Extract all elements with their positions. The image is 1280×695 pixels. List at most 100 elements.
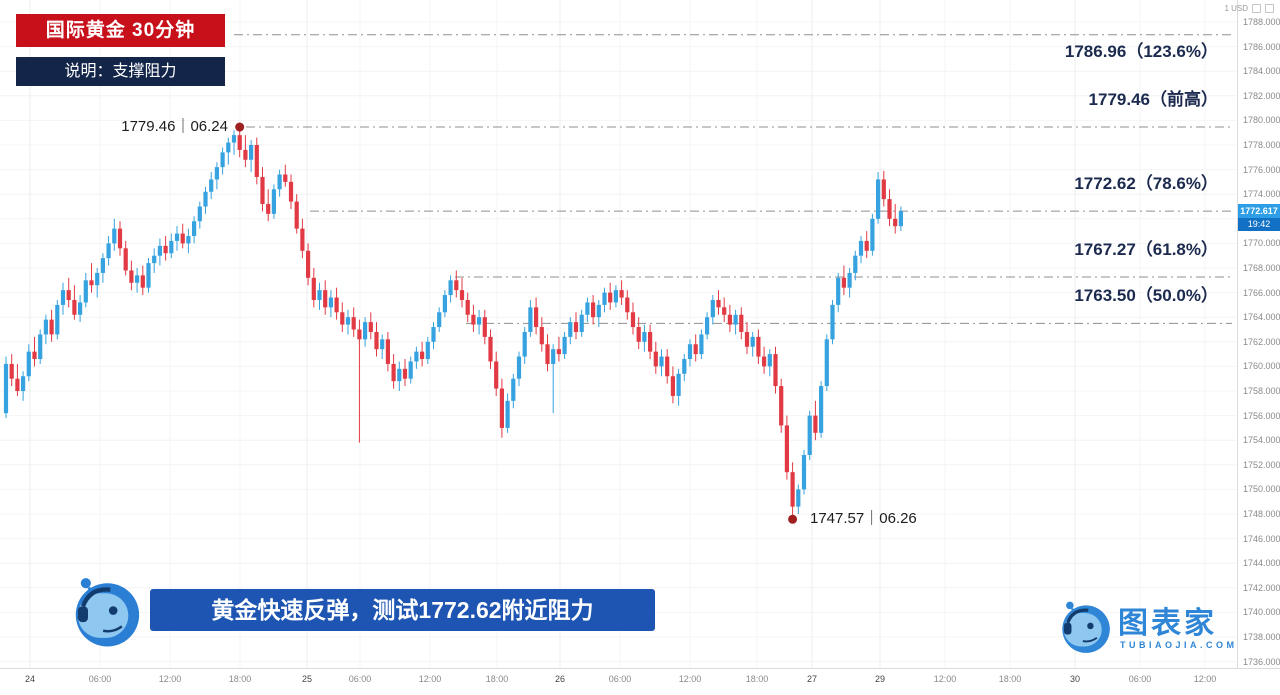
- time-axis-label: 18:00: [745, 674, 769, 684]
- price-axis-label: 1752.000: [1243, 459, 1280, 470]
- candle-body: [385, 339, 390, 364]
- candle-body: [380, 339, 385, 350]
- candle-body: [608, 292, 613, 303]
- candle-body: [197, 206, 202, 222]
- time-axis-label: 29: [874, 674, 886, 684]
- price-axis-label: 1768.000: [1243, 263, 1280, 273]
- time-axis-label: 12:00: [158, 674, 182, 684]
- candle-body: [431, 327, 436, 342]
- price-axis-label: 1760.000: [1243, 361, 1280, 372]
- candle-body: [591, 302, 596, 318]
- candle-body: [317, 290, 322, 300]
- candle-body: [511, 378, 516, 401]
- candle-body: [482, 317, 487, 337]
- candle-body: [32, 351, 37, 360]
- candle-body: [573, 322, 579, 332]
- candle-body: [277, 174, 282, 190]
- price-axis-label: 1782.000: [1243, 90, 1280, 101]
- candle-body: [117, 228, 123, 249]
- axis-unit-label: 1 USD: [1224, 4, 1248, 13]
- candle-body: [477, 317, 482, 325]
- brand-mascot-icon: [70, 576, 142, 648]
- candle-body: [687, 344, 693, 360]
- candle-body: [249, 145, 254, 160]
- candle-body: [266, 204, 271, 214]
- candle-body: [243, 149, 248, 160]
- level-label: 1786.96（123.6%）: [1064, 41, 1218, 61]
- time-axis-divider: [0, 668, 1280, 669]
- price-axis-label: 1758.000: [1243, 386, 1280, 396]
- candle-body: [613, 290, 618, 303]
- price-axis-label: 1740.000: [1243, 607, 1280, 618]
- candle-body: [528, 307, 533, 332]
- candle-body: [368, 322, 373, 332]
- candle-body: [659, 356, 664, 367]
- candle-body: [78, 302, 83, 315]
- time-axis-label: 12:00: [1193, 674, 1217, 684]
- candle-body: [722, 307, 727, 315]
- candle-body: [9, 363, 14, 379]
- candle-body: [351, 317, 356, 330]
- candle-body: [397, 368, 402, 382]
- candle-body: [562, 336, 567, 355]
- candle-body: [402, 368, 408, 379]
- candle-body: [819, 386, 824, 433]
- candle-body: [357, 329, 362, 340]
- candle-body: [841, 277, 846, 288]
- candle-body: [516, 356, 522, 379]
- candle-body: [556, 349, 561, 355]
- candle-body: [106, 243, 111, 259]
- candle-body: [756, 336, 761, 357]
- candle-body: [784, 425, 789, 473]
- candle-body: [602, 292, 607, 305]
- candle-body: [169, 240, 174, 254]
- candle-body: [830, 304, 835, 340]
- candle-body: [630, 312, 636, 328]
- candle-body: [881, 179, 886, 200]
- level-label: 1779.46（前高）: [1088, 90, 1218, 110]
- level-label: 1763.50（50.0%）: [1074, 286, 1218, 306]
- candle-body: [744, 331, 750, 347]
- candle-body: [300, 228, 305, 251]
- axis-unit-row: 1 USD: [1224, 4, 1274, 13]
- candle-body: [89, 280, 94, 286]
- candle-body: [642, 331, 647, 342]
- candle-body: [146, 263, 151, 288]
- candle-body: [864, 240, 869, 251]
- price-axis-label: 1774.000: [1243, 189, 1280, 200]
- price-axis-label: 1762.000: [1243, 336, 1280, 347]
- candle-body: [95, 272, 100, 286]
- candle-body: [254, 145, 259, 177]
- candle-body: [568, 322, 573, 337]
- candle-body: [135, 275, 140, 283]
- candle-body: [545, 344, 550, 364]
- candle-body: [60, 290, 66, 305]
- axis-maximize-icon[interactable]: [1265, 4, 1274, 13]
- candle-body: [459, 290, 465, 300]
- candle-body: [665, 356, 670, 377]
- candle-body: [767, 354, 772, 367]
- subtitle-banner: 说明：支撑阻力: [16, 57, 225, 86]
- candle-body: [471, 314, 476, 325]
- candle-body: [425, 341, 430, 360]
- price-axis-label: 1738.000: [1243, 632, 1280, 642]
- candle-body: [762, 356, 767, 367]
- candle-body: [294, 201, 299, 229]
- candle-body: [363, 322, 368, 340]
- candle-body: [773, 354, 778, 387]
- candle-body: [790, 472, 795, 507]
- candle-body: [499, 388, 504, 428]
- candle-body: [180, 233, 185, 244]
- time-axis-label: 26: [554, 674, 566, 684]
- candle-body: [288, 181, 294, 202]
- price-axis-label: 1742.000: [1243, 582, 1280, 593]
- price-axis-label: 1778.000: [1243, 140, 1280, 150]
- candle-body: [716, 299, 721, 308]
- candle-body: [129, 270, 134, 283]
- candle-body: [494, 361, 499, 389]
- candle-body: [231, 135, 237, 143]
- candle-body: [465, 299, 470, 315]
- axis-settings-icon[interactable]: [1252, 4, 1261, 13]
